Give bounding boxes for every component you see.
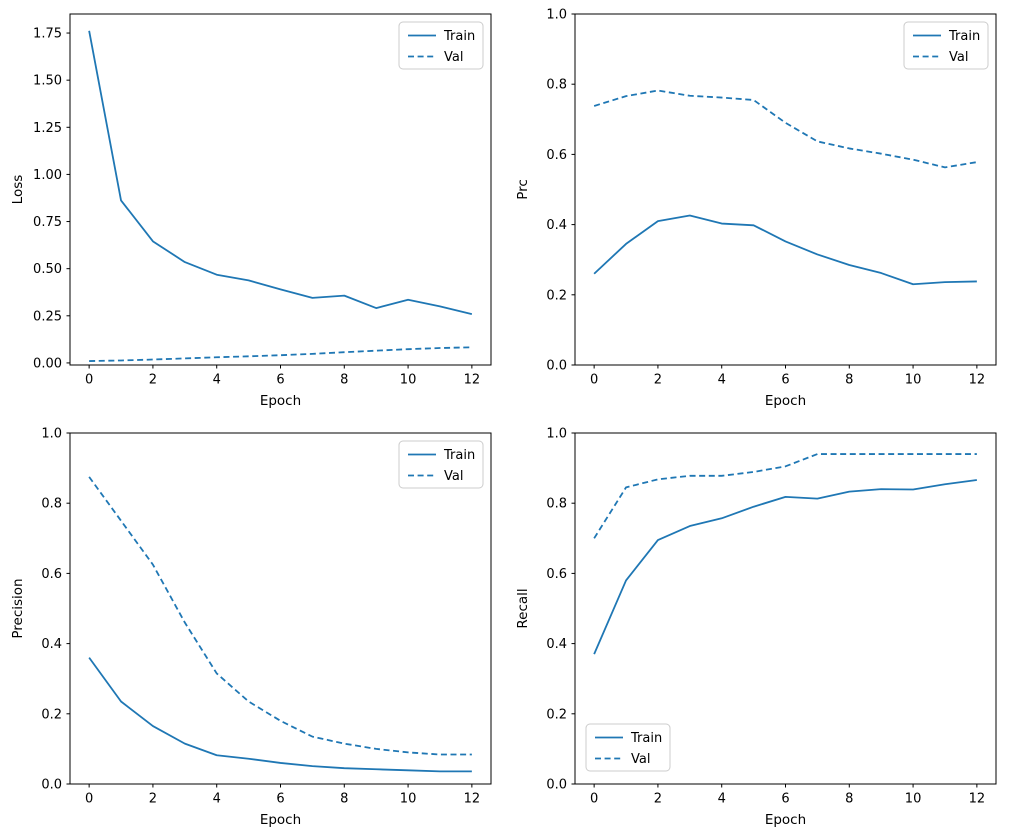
recall-x-tick-label: 10 (905, 792, 922, 807)
recall-x-tick-label: 4 (718, 792, 726, 807)
precision-y-tick-label: 0.8 (41, 497, 62, 512)
prc-chart: 0 2 4 6 8 10 12 0.0 0.2 0.4 0.6 0.8 1.0 Epoch Prc Train… (515, 8, 997, 409)
precision-y-tick-label: 0.4 (41, 637, 62, 652)
loss-y-tick-label: 1.50 (33, 74, 62, 89)
loss-ylabel: Loss (10, 175, 26, 205)
loss-x-tick-label: 10 (400, 373, 417, 388)
loss-y-tick-label: 0.00 (33, 356, 62, 371)
recall-legend-label-train: Train (630, 731, 662, 746)
precision-x-tick-label: 0 (85, 792, 93, 807)
recall-plot-border (574, 432, 997, 785)
prc-x-tick-label: 2 (654, 373, 662, 388)
precision-y-tick-label: 0.0 (41, 778, 62, 793)
precision-legend-label-val: Val (444, 469, 463, 484)
recall-y-tick-label: 0.8 (546, 497, 567, 512)
prc-ylabel: Prc (515, 179, 531, 200)
recall-x-tick-label: 6 (781, 792, 789, 807)
prc-legend-label-val: Val (949, 50, 968, 65)
recall-val-line (593, 453, 977, 539)
recall-y-tick-label: 1.0 (546, 427, 567, 442)
prc-legend: Train Val (903, 21, 989, 70)
loss-x-tick-label: 4 (213, 373, 221, 388)
loss-train-line (88, 30, 473, 315)
precision-val-line (88, 476, 472, 756)
prc-subplot: 0 2 4 6 8 10 12 0.0 0.2 0.4 0.6 0.8 1.0 Epoch Prc Train… (505, 0, 1010, 419)
loss-x-tick-label: 12 (464, 373, 481, 388)
recall-y-tick-label: 0.6 (546, 567, 567, 582)
recall-xlabel: Epoch (765, 812, 806, 828)
prc-y-tick-label: 0.8 (546, 78, 567, 93)
loss-xlabel: Epoch (260, 393, 301, 409)
loss-legend: Train Val (398, 21, 484, 70)
precision-legend: Train Val (398, 440, 484, 489)
prc-legend-label-train: Train (948, 29, 980, 44)
prc-xlabel: Epoch (765, 393, 806, 409)
precision-train-line (88, 657, 472, 773)
prc-y-tick-label: 0.6 (546, 148, 567, 163)
precision-x-tick-label: 2 (149, 792, 157, 807)
precision-xlabel: Epoch (260, 812, 301, 828)
recall-x-tick-label: 8 (845, 792, 853, 807)
loss-x-tick-label: 0 (85, 373, 93, 388)
prc-plot-border (574, 13, 997, 366)
recall-y-tick-label: 0.0 (546, 778, 567, 793)
loss-plot-border (69, 13, 492, 366)
loss-y-tick-label: 1.25 (33, 121, 62, 136)
recall-chart: 0 2 4 6 8 10 12 0.0 0.2 0.4 0.6 0.8 1.0 Epoch Recall Tr… (515, 427, 997, 828)
prc-x-tick-label: 6 (781, 373, 789, 388)
loss-legend-label-train: Train (443, 29, 475, 44)
precision-subplot: 0 2 4 6 8 10 12 0.0 0.2 0.4 0.6 0.8 1.0 Epoch Precisio… (0, 419, 505, 838)
recall-ylabel: Recall (515, 588, 531, 628)
loss-y-tick-label: 0.50 (33, 262, 62, 277)
precision-x-tick-label: 4 (213, 792, 221, 807)
precision-y-tick-label: 0.2 (41, 707, 62, 722)
prc-y-tick-label: 1.0 (546, 8, 567, 23)
recall-x-tick-label: 12 (969, 792, 986, 807)
recall-legend-label-val: Val (631, 752, 650, 767)
loss-x-tick-label: 2 (149, 373, 157, 388)
prc-x-tick-label: 12 (969, 373, 986, 388)
precision-x-tick-label: 12 (464, 792, 481, 807)
loss-y-tick-label: 0.25 (33, 309, 62, 324)
loss-x-tick-label: 6 (276, 373, 284, 388)
precision-x-tick-label: 10 (400, 792, 417, 807)
recall-train-line (593, 479, 977, 655)
precision-y-tick-label: 1.0 (41, 427, 62, 442)
precision-y-tick-label: 0.6 (41, 567, 62, 582)
loss-chart: 0 2 4 6 8 10 12 0.00 0.25 0.50 0.75 1.00 1.25 1.50 1.7… (10, 13, 492, 409)
loss-legend-label-val: Val (444, 50, 463, 65)
loss-y-tick-label: 1.00 (33, 168, 62, 183)
prc-train-line (593, 214, 977, 286)
recall-legend: Train Val (585, 723, 671, 772)
recall-y-tick-label: 0.4 (546, 637, 567, 652)
loss-subplot: 0 2 4 6 8 10 12 0.00 0.25 0.50 0.75 1.00 1.25 1.50 1.7… (0, 0, 505, 419)
recall-y-tick-label: 0.2 (546, 707, 567, 722)
recall-x-tick-label: 0 (590, 792, 598, 807)
precision-x-tick-label: 6 (276, 792, 284, 807)
prc-y-tick-label: 0.2 (546, 288, 567, 303)
loss-x-tick-label: 8 (340, 373, 348, 388)
recall-x-tick-label: 2 (654, 792, 662, 807)
prc-val-line (593, 89, 978, 169)
prc-y-tick-label: 0.0 (546, 359, 567, 374)
precision-x-tick-label: 8 (340, 792, 348, 807)
loss-val-line (89, 346, 472, 362)
prc-x-tick-label: 4 (718, 373, 726, 388)
prc-x-tick-label: 0 (590, 373, 598, 388)
prc-y-tick-label: 0.4 (546, 218, 567, 233)
loss-y-tick-label: 0.75 (33, 215, 62, 230)
recall-subplot: 0 2 4 6 8 10 12 0.0 0.2 0.4 0.6 0.8 1.0 Epoch Recall Tr… (505, 419, 1010, 838)
loss-y-tick-label: 1.75 (33, 27, 62, 42)
prc-x-tick-label: 8 (845, 373, 853, 388)
prc-x-tick-label: 10 (905, 373, 922, 388)
precision-chart: 0 2 4 6 8 10 12 0.0 0.2 0.4 0.6 0.8 1.0 Epoch Precisio… (10, 427, 492, 828)
precision-legend-label-train: Train (443, 448, 475, 463)
precision-plot-border (69, 432, 492, 785)
precision-ylabel: Precision (10, 578, 26, 638)
